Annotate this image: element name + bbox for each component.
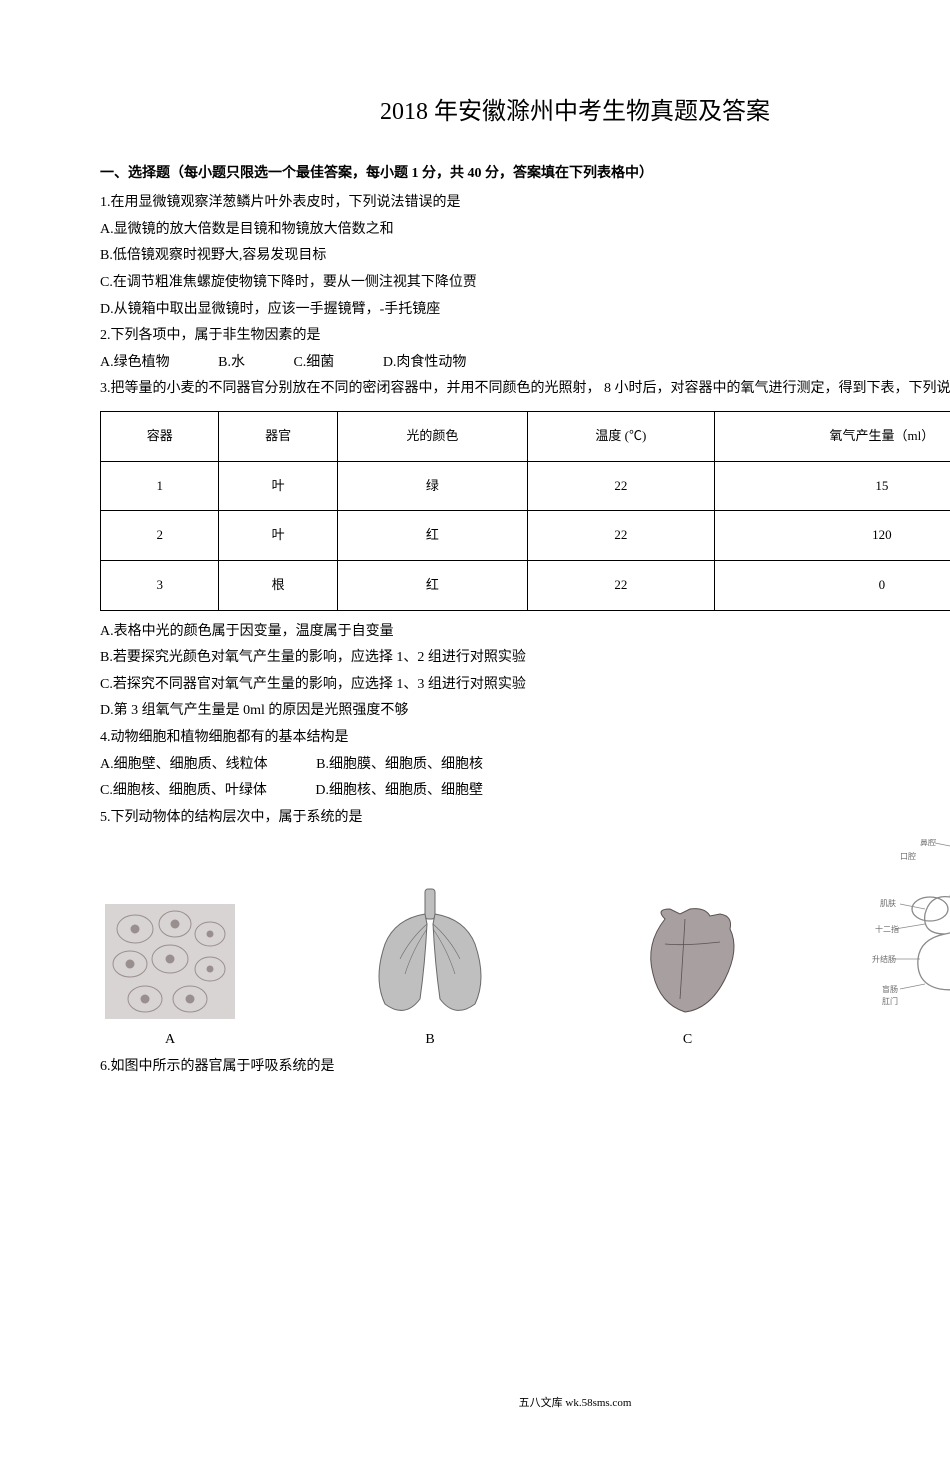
q3-cell: 0 — [714, 561, 950, 611]
page: 2018 年安徽滁州中考生物真题及答案 一、选择题（每小题只限选一个最佳答案，每… — [100, 90, 950, 1434]
q2-opt-a: A.绿色植物 — [100, 350, 170, 377]
q3-cell: 叶 — [219, 511, 337, 561]
q3-cell: 22 — [527, 561, 714, 611]
label-mc: 盲肠 — [882, 984, 898, 994]
q3-cell: 红 — [337, 561, 527, 611]
q2-stem: 2.下列各项中，属于非生物因素的是 — [100, 323, 950, 350]
q4-opt-b: B.细胞膜、细胞质、细胞核 — [316, 752, 483, 779]
lungs-icon — [355, 884, 505, 1019]
q4-options-row1: A.细胞壁、细胞质、线粒体 B.细胞膜、细胞质、细胞核 — [100, 752, 950, 779]
section-1-header: 一、选择题（每小题只限选一个最佳答案，每小题 1 分，共 40 分，答案填在下列… — [100, 161, 950, 188]
label-bq: 鼻腔 — [920, 839, 936, 847]
heart-icon — [625, 904, 750, 1019]
page-footer: 五八文库 wk.58sms.com — [100, 1393, 950, 1414]
tissue-cells-icon — [105, 904, 235, 1019]
q5-figures: A B — [100, 839, 950, 1054]
q3-th-0: 容器 — [101, 411, 219, 461]
q5-figure-a-label: A — [105, 1027, 235, 1054]
digestive-system-icon: 鼻腔 口腔 咽 气管 食管 肌肤 十二指 胰结生 肝胆胆 升结肠 小肠 盲肠 乙… — [870, 839, 950, 1019]
q4-opt-c: C.细胞核、细胞质、叶绿体 — [100, 778, 267, 805]
q1-opt-b: B.低倍镜观察时视野大,容易发现目标 — [100, 243, 950, 270]
q4-opt-a: A.细胞壁、细胞质、线粒体 — [100, 752, 268, 779]
q2-opt-c: C.细菌 — [293, 350, 334, 377]
question-4: 4.动物细胞和植物细胞都有的基本结构是 A.细胞壁、细胞质、线粒体 B.细胞膜、… — [100, 725, 950, 805]
q3-th-3: 温度 (℃) — [527, 411, 714, 461]
question-2: 2.下列各项中，属于非生物因素的是 A.绿色植物 B.水 C.细菌 D.肉食性动… — [100, 323, 950, 376]
label-gc: 肛门 — [882, 996, 898, 1006]
q3-th-4: 氧气产生量（ml） — [714, 411, 950, 461]
q1-opt-a: A.显微镜的放大倍数是目镜和物镜放大倍数之和 — [100, 217, 950, 244]
q3-th-2: 光的颜色 — [337, 411, 527, 461]
q3-cell: 15 — [714, 461, 950, 511]
q1-opt-d: D.从镜箱中取出显微镜时，应该一手握镜臂，-手托镜座 — [100, 297, 950, 324]
label-sjs: 升结肠 — [872, 954, 896, 964]
q1-opt-c: C.在调节粗准焦螺旋使物镜下降时，要从一侧注视其下降位贾 — [100, 270, 950, 297]
q5-figure-c: C — [625, 904, 750, 1054]
q5-figure-a: A — [105, 904, 235, 1054]
q2-opt-b: B.水 — [218, 350, 245, 377]
question-6: 6.如图中所示的器官属于呼吸系统的是 — [100, 1054, 950, 1081]
q3-th-1: 器官 — [219, 411, 337, 461]
question-5: 5.下列动物体的结构层次中，属于系统的是 A — [100, 805, 950, 1054]
q3-opt-b: B.若要探究光颜色对氧气产生量的影响，应选择 1、2 组进行对照实验 — [100, 645, 950, 672]
q2-options: A.绿色植物 B.水 C.细菌 D.肉食性动物 — [100, 350, 950, 377]
table-header-row: 容器 器官 光的颜色 温度 (℃) 氧气产生量（ml） — [101, 411, 950, 461]
question-1: 1.在用显微镜观察洋葱鳞片叶外表皮时，下列说法错误的是 A.显微镜的放大倍数是目… — [100, 190, 950, 323]
q3-opt-c: C.若探究不同器官对氧气产生量的影响，应选择 1、3 组进行对照实验 — [100, 672, 950, 699]
q5-figure-c-label: C — [625, 1027, 750, 1054]
q4-options-row2: C.细胞核、细胞质、叶绿体 D.细胞核、细胞质、细胞壁 — [100, 778, 950, 805]
q3-table: 容器 器官 光的颜色 温度 (℃) 氧气产生量（ml） 1 叶 绿 22 15 … — [100, 411, 950, 611]
q3-cell: 120 — [714, 511, 950, 561]
table-row: 2 叶 红 22 120 — [101, 511, 950, 561]
q3-cell: 叶 — [219, 461, 337, 511]
q3-cell: 3 — [101, 561, 219, 611]
q3-cell: 根 — [219, 561, 337, 611]
table-row: 3 根 红 22 0 — [101, 561, 950, 611]
q5-figure-d-label: D — [870, 1027, 950, 1054]
q3-cell: 绿 — [337, 461, 527, 511]
q3-cell: 1 — [101, 461, 219, 511]
label-ser: 十二指 — [875, 924, 899, 934]
label-kq: 口腔 — [900, 851, 916, 861]
table-row: 1 叶 绿 22 15 — [101, 461, 950, 511]
question-3: 3.把等量的小麦的不同器官分别放在不同的密闭容器中，并用不同颜色的光照射， 8 … — [100, 376, 950, 725]
q6-stem: 6.如图中所示的器官属于呼吸系统的是 — [100, 1054, 950, 1081]
q3-opt-d: D.第 3 组氧气产生量是 0ml 的原因是光照强度不够 — [100, 698, 950, 725]
q3-cell: 2 — [101, 511, 219, 561]
q4-stem: 4.动物细胞和植物细胞都有的基本结构是 — [100, 725, 950, 752]
q2-opt-d: D.肉食性动物 — [383, 350, 467, 377]
q3-stem: 3.把等量的小麦的不同器官分别放在不同的密闭容器中，并用不同颜色的光照射， 8 … — [100, 376, 950, 403]
q5-figure-b-label: B — [355, 1027, 505, 1054]
q5-figure-b: B — [355, 884, 505, 1054]
q5-stem: 5.下列动物体的结构层次中，属于系统的是 — [100, 805, 950, 832]
page-title: 2018 年安徽滁州中考生物真题及答案 — [100, 90, 950, 136]
q1-stem: 1.在用显微镜观察洋葱鳞片叶外表皮时，下列说法错误的是 — [100, 190, 950, 217]
q3-cell: 红 — [337, 511, 527, 561]
q4-opt-d: D.细胞核、细胞质、细胞壁 — [315, 778, 483, 805]
q3-cell: 22 — [527, 511, 714, 561]
q5-figure-d: 鼻腔 口腔 咽 气管 食管 肌肤 十二指 胰结生 肝胆胆 升结肠 小肠 盲肠 乙… — [870, 839, 950, 1054]
q3-cell: 22 — [527, 461, 714, 511]
q3-opt-a: A.表格中光的颜色属于因变量，温度属于自变量 — [100, 619, 950, 646]
label-jr: 肌肤 — [880, 898, 896, 908]
